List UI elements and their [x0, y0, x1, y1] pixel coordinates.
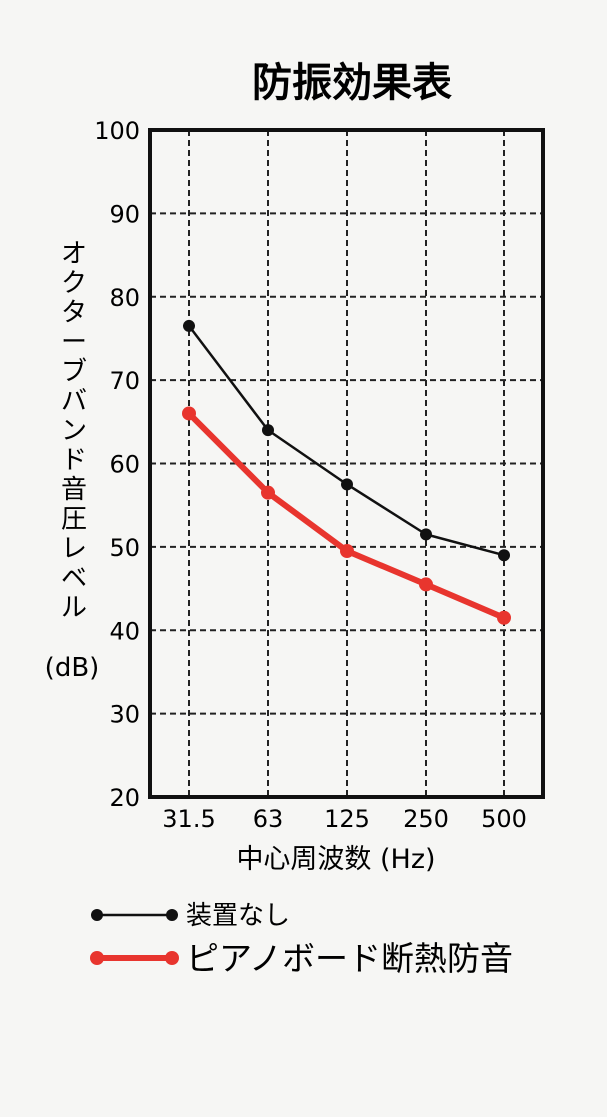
y-label-char: 圧	[61, 505, 87, 535]
y-tick-label: 50	[109, 534, 140, 562]
y-tick-label: 90	[109, 200, 140, 228]
y-label-char: バ	[61, 387, 87, 417]
y-label-char: ク	[61, 269, 87, 299]
x-axis-label: 中心周波数 (Hz)	[236, 844, 435, 875]
data-point	[262, 424, 274, 437]
x-tick-label: 31.5	[162, 805, 215, 833]
data-point	[497, 610, 511, 625]
legend-label: 装置なし	[186, 901, 290, 931]
x-tick-label: 500	[481, 805, 527, 833]
y-label-char: タ	[61, 298, 87, 328]
x-tick-labels: 31.5 63 125 250 500	[162, 805, 527, 833]
data-point	[420, 528, 432, 541]
y-label-char: オ	[61, 239, 87, 269]
y-tick-label: 40	[109, 617, 140, 645]
legend-marker	[166, 909, 178, 921]
y-tick-label: 30	[109, 701, 140, 729]
x-tick-label: 250	[403, 805, 449, 833]
y-tick-label: 20	[109, 784, 140, 812]
y-label-char: ン	[61, 416, 87, 446]
data-point	[182, 406, 196, 421]
y-label-char: ベ	[61, 564, 87, 594]
series-1	[183, 319, 510, 562]
y-tick-label: 60	[109, 451, 140, 479]
plot-frame	[148, 128, 545, 799]
y-label-char: ル	[61, 593, 87, 623]
y-tick-labels: 20 30 40 50 60 70 80 90 100	[94, 117, 140, 812]
series-2	[182, 406, 511, 625]
legend-marker	[91, 909, 103, 921]
y-tick-label: 70	[109, 367, 140, 395]
chart-title: 防振効果表	[252, 60, 452, 106]
grid	[150, 130, 543, 797]
y-label-char: ド	[61, 446, 87, 476]
legend-label: ピアノボード断熱防音	[186, 939, 513, 978]
legend-entry-1: 装置なし	[91, 901, 290, 931]
y-tick-label: 100	[94, 117, 140, 145]
y-label-unit: (dB)	[45, 653, 100, 683]
data-point	[419, 577, 433, 592]
data-point	[340, 544, 354, 559]
y-label-char: ブ	[61, 357, 87, 387]
legend-entry-2: ピアノボード断熱防音	[90, 939, 513, 978]
y-label-char: 音	[61, 475, 87, 505]
y-tick-label: 80	[109, 284, 140, 312]
series	[182, 319, 511, 625]
data-point	[261, 485, 275, 500]
legend-marker	[90, 951, 104, 965]
y-label-char: レ	[61, 534, 87, 564]
data-point	[341, 478, 353, 491]
x-tick-label: 63	[253, 805, 284, 833]
data-point	[183, 319, 195, 332]
legend-marker	[165, 951, 179, 965]
y-label-char: ー	[61, 328, 87, 358]
data-point	[498, 549, 510, 562]
x-tick-label: 125	[324, 805, 370, 833]
